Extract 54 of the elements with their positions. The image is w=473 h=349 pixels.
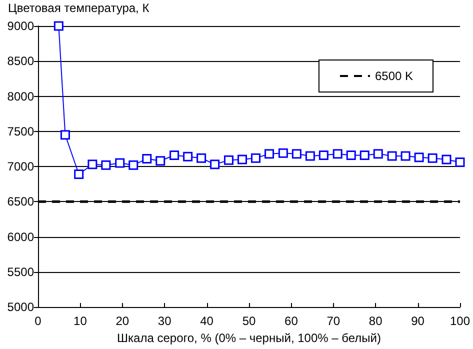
point (414, 152, 424, 162)
point (332, 149, 342, 159)
point (128, 160, 138, 170)
x-tick-label: 30 (158, 314, 172, 328)
point (455, 158, 465, 168)
point (360, 150, 370, 160)
y-tick-label: 7500 (7, 124, 34, 138)
point (264, 149, 274, 159)
point (54, 21, 64, 31)
y-tick-label: 5500 (7, 264, 34, 279)
point (346, 150, 356, 160)
point (278, 148, 288, 158)
legend-label: 6500 K (374, 69, 414, 83)
point (115, 158, 125, 168)
point (142, 154, 152, 164)
x-tick-label: 50 (242, 314, 256, 328)
y-tick-label: 7000 (7, 160, 34, 174)
x-tick-label: 100 (450, 314, 470, 328)
y-axis-title: Цветовая температура, К (8, 1, 150, 15)
x-tick-label: 40 (200, 314, 214, 328)
x-tick-label: 60 (284, 314, 298, 328)
x-axis-title: Шкала серого, % (0% – черный, 100% – белый) (117, 330, 381, 345)
point (88, 160, 98, 170)
x-tick-label: 20 (116, 314, 130, 328)
point (373, 149, 383, 159)
point (196, 153, 206, 163)
point (428, 153, 438, 163)
point (74, 169, 84, 179)
x-tick-label: 80 (368, 314, 383, 328)
point (318, 150, 328, 160)
point (400, 151, 410, 161)
point (156, 156, 166, 166)
point (305, 151, 315, 161)
point (224, 155, 234, 165)
y-tick-label: 6500 (7, 194, 34, 209)
point (387, 151, 397, 161)
x-tick-label: 0 (34, 314, 42, 328)
point (250, 153, 260, 163)
point (60, 130, 70, 140)
y-tick-label: 6000 (7, 230, 34, 244)
point (170, 150, 180, 160)
point (237, 154, 247, 164)
x-tick-label: 70 (326, 314, 340, 328)
point (292, 149, 302, 159)
point (183, 152, 193, 162)
point (442, 154, 452, 164)
x-tick-label: 10 (74, 314, 88, 328)
y-tick-label: 9000 (7, 19, 34, 33)
point (101, 160, 111, 170)
point (210, 160, 220, 170)
y-tick-label: 5000 (7, 300, 34, 314)
x-tick-label: 90 (411, 314, 425, 328)
y-tick-label: 8000 (7, 89, 34, 104)
y-tick-label: 8500 (7, 54, 34, 68)
